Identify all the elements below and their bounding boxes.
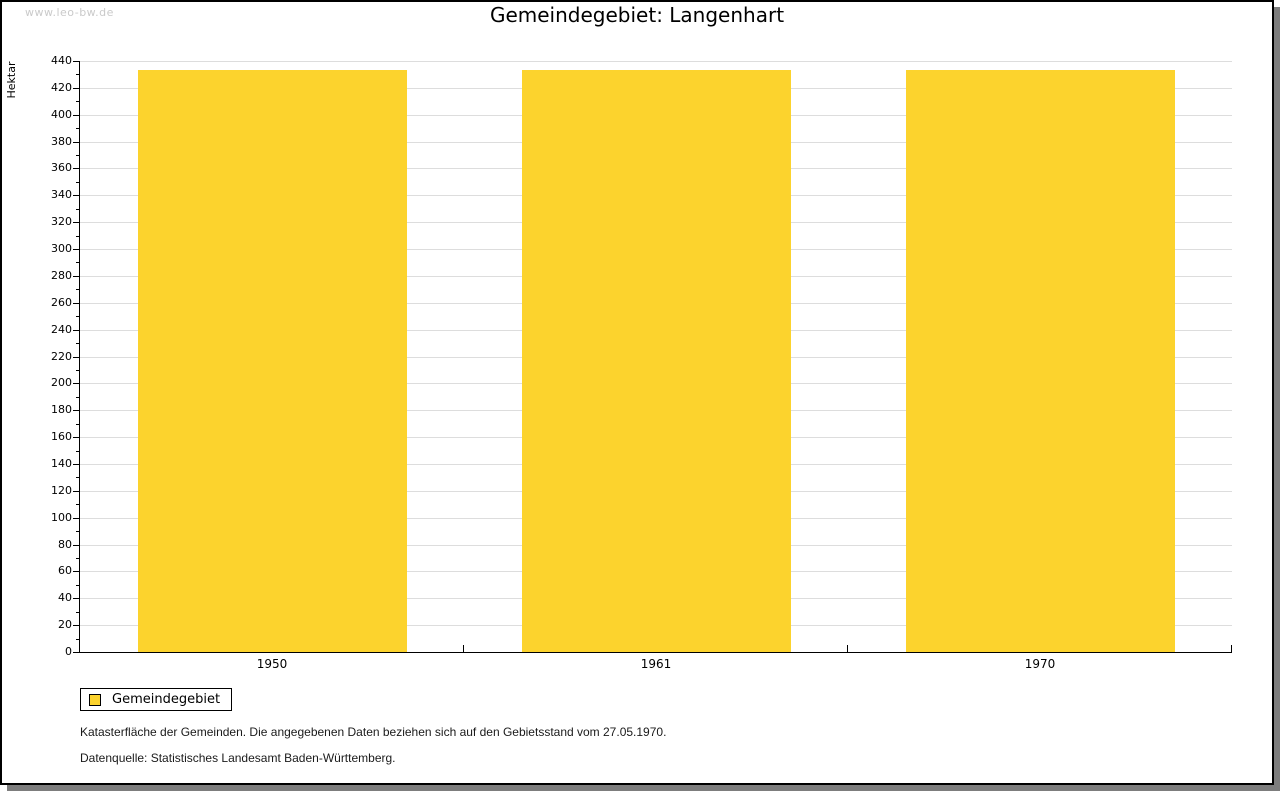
bar-1950	[138, 70, 407, 652]
y-tick-label: 380	[51, 135, 72, 148]
y-major-tick	[73, 142, 80, 143]
bar-1961	[522, 70, 791, 652]
y-tick-label: 180	[51, 403, 72, 416]
y-minor-tick	[76, 289, 80, 290]
y-major-tick	[73, 437, 80, 438]
y-minor-tick	[76, 370, 80, 371]
y-minor-tick	[76, 477, 80, 478]
y-minor-tick	[76, 424, 80, 425]
y-tick-label: 0	[65, 645, 72, 658]
y-tick-label: 20	[58, 618, 72, 631]
x-tick-label-1970: 1970	[1024, 657, 1056, 671]
y-major-tick	[73, 168, 80, 169]
y-major-tick	[73, 545, 80, 546]
y-major-tick	[73, 464, 80, 465]
footnote-source: Datenquelle: Statistisches Landesamt Bad…	[80, 751, 396, 765]
y-minor-tick	[76, 343, 80, 344]
y-minor-tick	[76, 262, 80, 263]
x-separator-tick	[463, 645, 464, 652]
y-minor-tick	[76, 558, 80, 559]
y-minor-tick	[76, 504, 80, 505]
y-minor-tick	[76, 74, 80, 75]
y-major-tick	[73, 357, 80, 358]
y-minor-tick	[76, 209, 80, 210]
y-minor-tick	[76, 182, 80, 183]
y-tick-label: 160	[51, 430, 72, 443]
y-tick-label: 300	[51, 242, 72, 255]
y-major-tick	[73, 383, 80, 384]
y-major-tick	[73, 652, 80, 653]
y-major-tick	[73, 61, 80, 62]
watermark: www.leo-bw.de	[25, 6, 114, 19]
y-major-tick	[73, 410, 80, 411]
y-minor-tick	[76, 612, 80, 613]
y-major-tick	[73, 303, 80, 304]
footnote-description: Katasterfläche der Gemeinden. Die angege…	[80, 725, 667, 739]
y-tick-label: 120	[51, 484, 72, 497]
y-major-tick	[73, 571, 80, 572]
y-minor-tick	[76, 397, 80, 398]
y-major-tick	[73, 598, 80, 599]
y-major-tick	[73, 222, 80, 223]
legend-box: Gemeindegebiet	[80, 688, 232, 711]
legend-color-swatch	[89, 693, 101, 706]
y-minor-tick	[76, 316, 80, 317]
chart-title: Gemeindegebiet: Langenhart	[489, 3, 785, 27]
y-tick-label: 420	[51, 81, 72, 94]
y-tick-label: 320	[51, 215, 72, 228]
y-tick-label: 240	[51, 323, 72, 336]
y-tick-label: 40	[58, 591, 72, 604]
x-tick-label-1961: 1961	[640, 657, 672, 671]
y-tick-label: 200	[51, 376, 72, 389]
y-axis-line	[79, 61, 80, 652]
y-minor-tick	[76, 101, 80, 102]
y-tick-label: 280	[51, 269, 72, 282]
y-tick-label: 400	[51, 108, 72, 121]
y-major-tick	[73, 518, 80, 519]
y-tick-label: 220	[51, 350, 72, 363]
legend-label: Gemeindegebiet	[112, 692, 221, 707]
y-minor-tick	[76, 236, 80, 237]
y-tick-label: 260	[51, 296, 72, 309]
y-major-tick	[73, 88, 80, 89]
y-major-tick	[73, 625, 80, 626]
x-separator-tick	[847, 645, 848, 652]
y-major-tick	[73, 330, 80, 331]
y-minor-tick	[76, 639, 80, 640]
bar-1970	[906, 70, 1175, 652]
y-tick-label: 340	[51, 188, 72, 201]
y-tick-label: 80	[58, 538, 72, 551]
y-minor-tick	[76, 585, 80, 586]
y-major-tick	[73, 115, 80, 116]
y-major-tick	[73, 491, 80, 492]
y-minor-tick	[76, 128, 80, 129]
y-major-tick	[73, 195, 80, 196]
y-major-tick	[73, 276, 80, 277]
y-major-tick	[73, 249, 80, 250]
x-axis-line	[79, 652, 1232, 653]
y-minor-tick	[76, 531, 80, 532]
y-tick-label: 440	[51, 54, 72, 67]
y-tick-label: 60	[58, 564, 72, 577]
y-minor-tick	[76, 155, 80, 156]
x-separator-tick	[1231, 645, 1232, 652]
gridline	[80, 61, 1232, 62]
y-tick-label: 360	[51, 161, 72, 174]
y-tick-label: 100	[51, 511, 72, 524]
y-tick-label: 140	[51, 457, 72, 470]
y-minor-tick	[76, 451, 80, 452]
x-tick-label-1950: 1950	[256, 657, 288, 671]
